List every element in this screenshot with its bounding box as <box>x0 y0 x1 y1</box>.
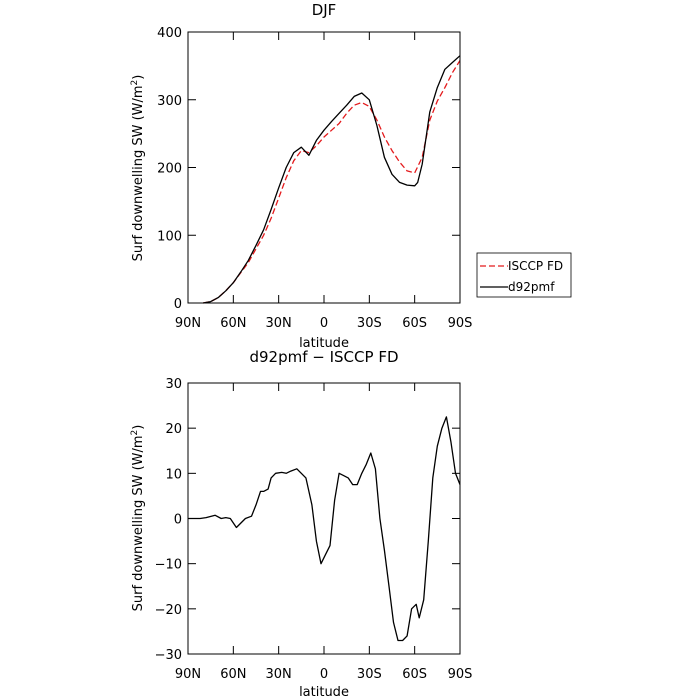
top-y-tick-label: 0 <box>174 297 182 312</box>
top-x-tick-label: 90S <box>448 316 473 331</box>
bottom-chart-title: d92pmf − ISCCP FD <box>249 348 398 366</box>
legend-box <box>476 252 572 298</box>
bottom-chart-series <box>188 416 461 642</box>
top-y-axis-label-superscript: 2 <box>130 80 140 86</box>
legend: ISCCP FD d92pmf <box>476 252 572 298</box>
bottom-y-axis-label: Surf downwelling SW (W/m2) <box>130 425 146 612</box>
bottom-y-axis-label-superscript: 2 <box>130 430 140 436</box>
top-x-axis-label: latitude <box>299 336 349 351</box>
bottom-y-tick-label: −10 <box>155 558 182 573</box>
bottom-y-axis-label-end: ) <box>131 425 146 430</box>
bottom-y-tick-label: 10 <box>165 467 182 482</box>
bottom-plot-frame <box>187 382 461 655</box>
bottom-x-tick-label: 90S <box>448 667 473 682</box>
top-y-tick-label: 300 <box>157 94 182 109</box>
bottom-x-tick-label: 0 <box>320 667 328 682</box>
top-chart-series <box>202 55 461 304</box>
top-series-line-d92pmf <box>202 55 461 304</box>
top-x-tick-label: 30N <box>266 316 292 331</box>
top-series-line-isccp-fd <box>202 60 461 304</box>
bottom-y-tick-label: 20 <box>165 422 182 437</box>
top-x-tick-label: 30S <box>357 316 382 331</box>
top-plot-frame <box>187 31 461 304</box>
bottom-x-tick-label: 90N <box>175 667 201 682</box>
bottom-x-tick-label: 30N <box>266 667 292 682</box>
top-y-axis-label-end: ) <box>131 75 146 80</box>
bottom-y-tick-label: 0 <box>174 513 182 528</box>
bottom-x-tick-label: 30S <box>357 667 382 682</box>
bottom-chart-axes: −30 −20 −10 0 10 20 30 90N 60N 30N 0 30S 60S 90S <box>155 377 473 682</box>
top-y-axis-label: Surf downwelling SW (W/m2) <box>130 75 146 262</box>
top-y-tick-label: 400 <box>157 26 182 41</box>
bottom-series-line-difference <box>188 416 461 642</box>
top-y-tick-label: 200 <box>157 162 182 177</box>
top-y-tick-label: 100 <box>157 229 182 244</box>
bottom-x-axis-label: latitude <box>299 685 349 700</box>
legend-label-d92pmf: d92pmf <box>508 280 555 294</box>
bottom-y-tick-label: −20 <box>155 603 182 618</box>
top-chart: DJF 0 100 200 300 400 90N 60N 30N 0 30S 60S 90S lat… <box>130 1 572 351</box>
top-x-tick-label: 90N <box>175 316 201 331</box>
top-x-tick-label: 60N <box>220 316 246 331</box>
top-chart-title: DJF <box>312 1 337 19</box>
top-y-axis-label-main: Surf downwelling SW (W/m <box>131 85 146 261</box>
top-x-tick-label: 60S <box>402 316 427 331</box>
bottom-y-axis-label-main: Surf downwelling SW (W/m <box>131 435 146 611</box>
bottom-y-tick-label: −30 <box>155 648 182 663</box>
bottom-x-tick-label: 60S <box>402 667 427 682</box>
bottom-y-tick-label: 30 <box>165 377 182 392</box>
top-x-tick-label: 0 <box>320 316 328 331</box>
bottom-x-tick-label: 60N <box>220 667 246 682</box>
legend-label-isccp-fd: ISCCP FD <box>508 259 563 273</box>
